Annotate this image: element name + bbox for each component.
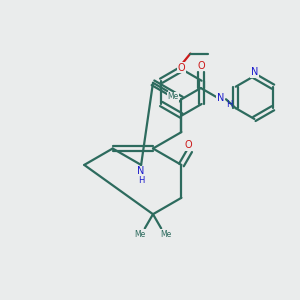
Text: H: H [138,176,144,185]
Text: O: O [184,140,192,150]
Text: N: N [137,167,145,176]
Text: Me: Me [160,230,171,239]
Text: O: O [197,61,205,70]
Text: Me: Me [135,230,146,239]
Text: H: H [226,100,232,109]
Text: O: O [178,63,185,73]
Text: N: N [251,68,258,77]
Text: Me: Me [168,92,179,101]
Text: N: N [217,93,224,103]
